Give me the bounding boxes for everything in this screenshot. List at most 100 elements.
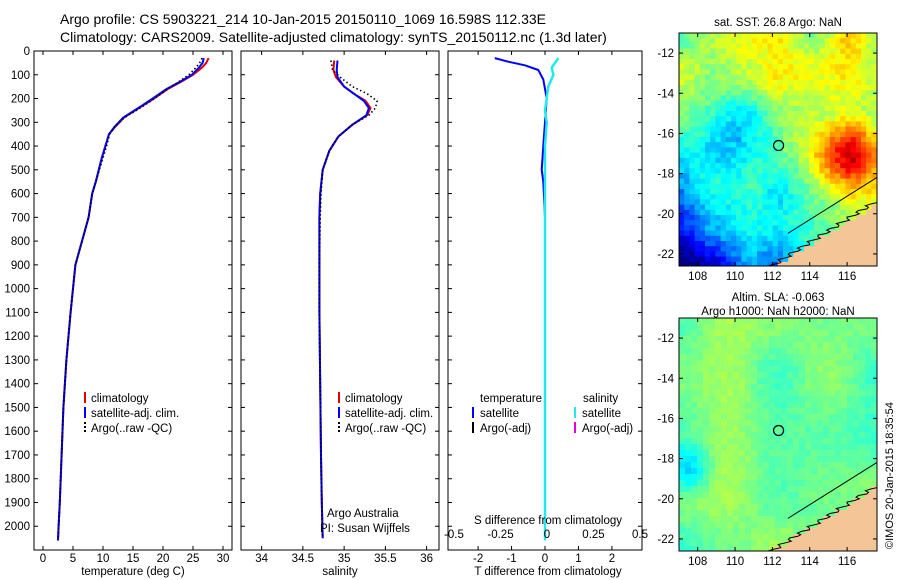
map-cell	[769, 420, 776, 427]
map-cell	[803, 168, 810, 174]
map-cell	[859, 480, 866, 487]
map-cell	[866, 235, 872, 242]
map-cell	[757, 516, 764, 523]
map-cell	[679, 59, 685, 65]
map-cell	[739, 426, 746, 433]
map-cell	[746, 116, 753, 122]
map-cell	[731, 235, 737, 242]
map-cell	[817, 372, 824, 379]
map-cell	[745, 432, 752, 439]
map-cell	[705, 53, 711, 60]
map-cell	[715, 131, 722, 138]
map-cell	[697, 456, 704, 463]
map-cell	[739, 414, 746, 421]
map-cell	[775, 444, 782, 451]
map-cell	[679, 480, 686, 487]
map-cell	[835, 432, 842, 439]
map-cell	[783, 204, 789, 211]
map-cell	[769, 516, 776, 523]
map-cell	[823, 378, 830, 385]
map-cell	[685, 450, 692, 457]
map-cell	[731, 126, 737, 133]
map-cell	[762, 241, 768, 247]
map-cell	[725, 64, 732, 70]
map-cell	[685, 504, 692, 511]
map-cell	[793, 342, 800, 349]
map-cell	[720, 256, 727, 263]
map-cell	[829, 85, 836, 91]
map-cell	[824, 137, 831, 143]
map-cell	[684, 64, 690, 70]
map-cell	[699, 168, 706, 174]
map-cell	[725, 246, 732, 252]
map-cell	[710, 131, 716, 138]
map-cell	[817, 546, 824, 551]
map-cell	[850, 215, 857, 221]
map-cell	[829, 420, 836, 427]
map-cell	[763, 546, 770, 551]
map-cell	[859, 504, 866, 511]
map-cell	[705, 147, 711, 154]
map-cell	[817, 522, 824, 529]
map-cell	[741, 199, 748, 206]
map-cell	[746, 38, 753, 44]
map-cell	[845, 64, 852, 70]
map-cell	[691, 360, 698, 367]
map-cell	[850, 183, 857, 190]
map-cell	[847, 468, 854, 475]
map-cell	[736, 105, 742, 112]
map-cell	[817, 474, 824, 481]
map-cell	[855, 116, 862, 122]
map-cell	[841, 468, 848, 475]
map-cell	[847, 384, 854, 391]
map-x-tick-label: 116	[838, 271, 856, 283]
map-cell	[829, 366, 836, 373]
map-cell	[679, 408, 686, 415]
map-cell	[814, 246, 820, 252]
map-cell	[809, 38, 815, 44]
map-cell	[788, 183, 794, 190]
map-cell	[871, 246, 877, 252]
map-cell	[787, 420, 794, 427]
map-cell	[840, 215, 846, 221]
map-cell	[871, 79, 877, 86]
map-cell	[803, 90, 810, 96]
map-cell	[767, 168, 774, 174]
map-cell	[727, 438, 734, 445]
map-cell	[697, 360, 704, 367]
map-cell	[769, 324, 776, 331]
map-cell	[705, 48, 711, 55]
map-cell	[803, 64, 810, 70]
map-cell	[847, 426, 854, 433]
map-cell	[850, 241, 857, 247]
map-cell	[845, 194, 852, 200]
map-cell	[703, 318, 710, 325]
map-cell	[809, 131, 815, 138]
map-cell	[845, 199, 852, 206]
map-cell	[817, 420, 824, 427]
map-cell	[865, 414, 872, 421]
map-cell	[721, 414, 728, 421]
map-cell	[793, 444, 800, 451]
map-cell	[694, 199, 701, 206]
map-cell	[733, 456, 740, 463]
map-cell	[745, 318, 752, 325]
map-cell	[679, 534, 686, 541]
map-cell	[855, 157, 862, 164]
map-cell	[694, 43, 701, 50]
map-cell	[684, 220, 690, 226]
map-cell	[736, 152, 742, 159]
map-cell	[871, 540, 877, 547]
map-cell	[699, 59, 706, 65]
map-cell	[725, 204, 732, 211]
map-cell	[685, 420, 692, 427]
map-cell	[679, 152, 685, 159]
map-cell	[679, 157, 685, 164]
map-cell	[745, 390, 752, 397]
map-cell	[762, 131, 768, 138]
legend-swatch-climatology	[84, 392, 86, 403]
map-cell	[705, 209, 711, 216]
map-cell	[767, 204, 774, 211]
map-cell	[814, 220, 820, 226]
map-cell	[841, 372, 848, 379]
